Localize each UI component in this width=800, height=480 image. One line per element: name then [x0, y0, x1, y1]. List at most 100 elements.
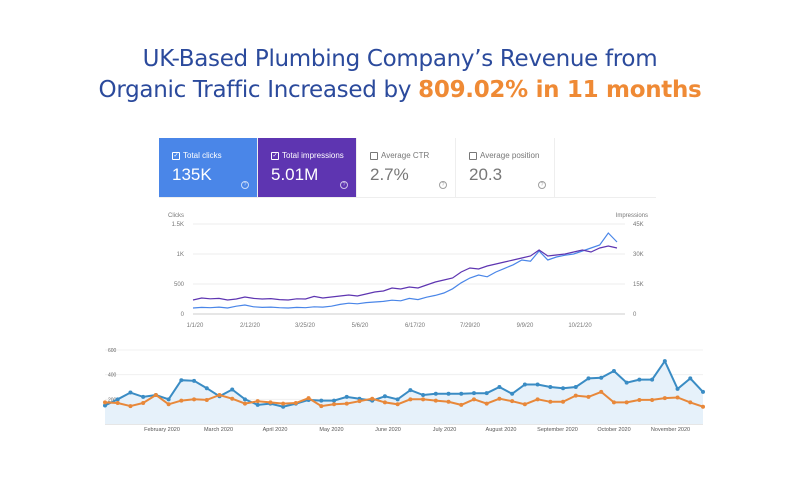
data-point-blue: [332, 398, 337, 403]
data-point-orange: [611, 400, 616, 405]
data-point-orange: [179, 398, 184, 403]
metric-value: 20.3: [469, 165, 503, 184]
help-icon[interactable]: ?: [538, 181, 546, 189]
data-point-orange: [255, 399, 260, 404]
x-tick-label: August 2020: [486, 427, 517, 433]
data-point-orange: [471, 397, 476, 402]
data-point-blue: [281, 404, 286, 409]
x-tick-label: November 2020: [651, 427, 690, 433]
x-tick-label: June 2020: [375, 427, 401, 433]
series-impressions-line: [192, 245, 618, 301]
help-icon[interactable]: ?: [241, 181, 249, 189]
y2-tick-label: 45K: [633, 222, 644, 228]
y-tick-label: 1K: [177, 252, 184, 258]
data-point-blue: [179, 378, 184, 383]
data-point-orange: [281, 401, 286, 406]
data-point-orange: [586, 394, 591, 399]
y2-tick-label: 15K: [633, 282, 644, 288]
data-point-orange: [561, 399, 566, 404]
data-point-orange: [650, 397, 655, 402]
data-point-orange: [115, 401, 120, 406]
y-tick-label: 500: [174, 282, 185, 288]
data-point-orange: [153, 393, 158, 398]
data-point-blue: [701, 389, 705, 394]
data-point-orange: [204, 397, 209, 402]
data-point-orange: [242, 401, 247, 406]
x-tick-label: 6/17/20: [405, 323, 426, 329]
data-point-blue: [535, 382, 540, 387]
data-point-blue: [421, 393, 426, 398]
data-point-blue: [230, 387, 235, 392]
data-point-orange: [192, 397, 197, 402]
data-point-blue: [319, 398, 324, 403]
data-point-blue: [115, 397, 120, 402]
x-tick-label: 10/21/20: [568, 323, 592, 329]
y2-axis-label: Impressions: [616, 213, 648, 219]
area-fill: [105, 361, 703, 424]
metric-value: 135K: [172, 165, 212, 184]
data-point-blue: [395, 397, 400, 402]
metric-cards: ✓ Total clicks 135K? ✓ Total impressions 5.0…: [159, 138, 656, 198]
card-average-ctr[interactable]: Average CTR 2.7%?: [357, 138, 456, 197]
data-point-orange: [230, 396, 235, 401]
data-point-orange: [675, 395, 680, 400]
data-point-blue: [128, 390, 133, 395]
data-point-blue: [510, 391, 515, 396]
x-tick-label: 5/6/20: [352, 323, 369, 329]
data-point-orange: [662, 396, 667, 401]
data-point-orange: [599, 389, 604, 394]
checkbox-checked-icon[interactable]: ✓: [172, 151, 180, 160]
series-orange-line: [104, 390, 704, 408]
data-point-blue: [484, 391, 489, 396]
data-point-blue: [522, 382, 527, 387]
x-tick-label: 3/25/20: [295, 323, 316, 329]
data-point-orange: [497, 396, 502, 401]
data-point-blue: [688, 376, 693, 381]
data-point-blue: [166, 397, 171, 402]
data-point-blue: [637, 377, 642, 382]
x-tick-label: February 2020: [144, 427, 180, 433]
headline: UK-Based Plumbing Company’s Revenue from…: [0, 44, 800, 106]
data-point-orange: [624, 400, 629, 405]
x-tick-label: September 2020: [537, 427, 578, 433]
x-tick-label: April 2020: [263, 427, 288, 433]
data-point-blue: [344, 394, 349, 399]
card-total-impressions[interactable]: ✓ Total impressions 5.01M?: [258, 138, 357, 197]
checkbox-icon[interactable]: [370, 151, 378, 160]
data-point-blue: [624, 380, 629, 385]
data-point-orange: [268, 400, 273, 405]
data-point-blue: [459, 391, 464, 396]
data-point-orange: [217, 393, 222, 398]
data-point-blue: [408, 388, 413, 393]
data-point-orange: [306, 396, 311, 401]
y-tick-label: 400: [108, 373, 117, 379]
checkbox-checked-icon[interactable]: ✓: [271, 151, 279, 160]
data-point-blue: [586, 376, 591, 381]
data-point-orange: [319, 404, 324, 409]
data-point-blue: [662, 359, 667, 364]
data-point-orange: [370, 396, 375, 401]
data-point-orange: [408, 397, 413, 402]
checkbox-icon[interactable]: [469, 151, 477, 160]
data-point-orange: [332, 402, 337, 407]
y-tick-label: 600: [108, 348, 117, 354]
metric-value: 2.7%: [370, 165, 409, 184]
help-icon[interactable]: ?: [340, 181, 348, 189]
data-point-orange: [293, 401, 298, 406]
data-point-blue: [548, 385, 553, 389]
x-tick-label: 7/29/20: [460, 323, 481, 329]
data-point-blue: [192, 378, 197, 383]
data-point-orange: [141, 401, 146, 406]
data-point-blue: [446, 391, 451, 396]
data-point-orange: [433, 398, 438, 403]
card-total-clicks[interactable]: ✓ Total clicks 135K?: [159, 138, 258, 197]
data-point-blue: [255, 402, 260, 407]
data-point-orange: [484, 401, 489, 406]
data-point-orange: [103, 400, 107, 405]
data-point-blue: [103, 403, 107, 408]
help-icon[interactable]: ?: [439, 181, 447, 189]
metric-value: 5.01M: [271, 165, 319, 184]
card-average-position[interactable]: Average position 20.3?: [456, 138, 555, 197]
data-point-orange: [459, 402, 464, 407]
